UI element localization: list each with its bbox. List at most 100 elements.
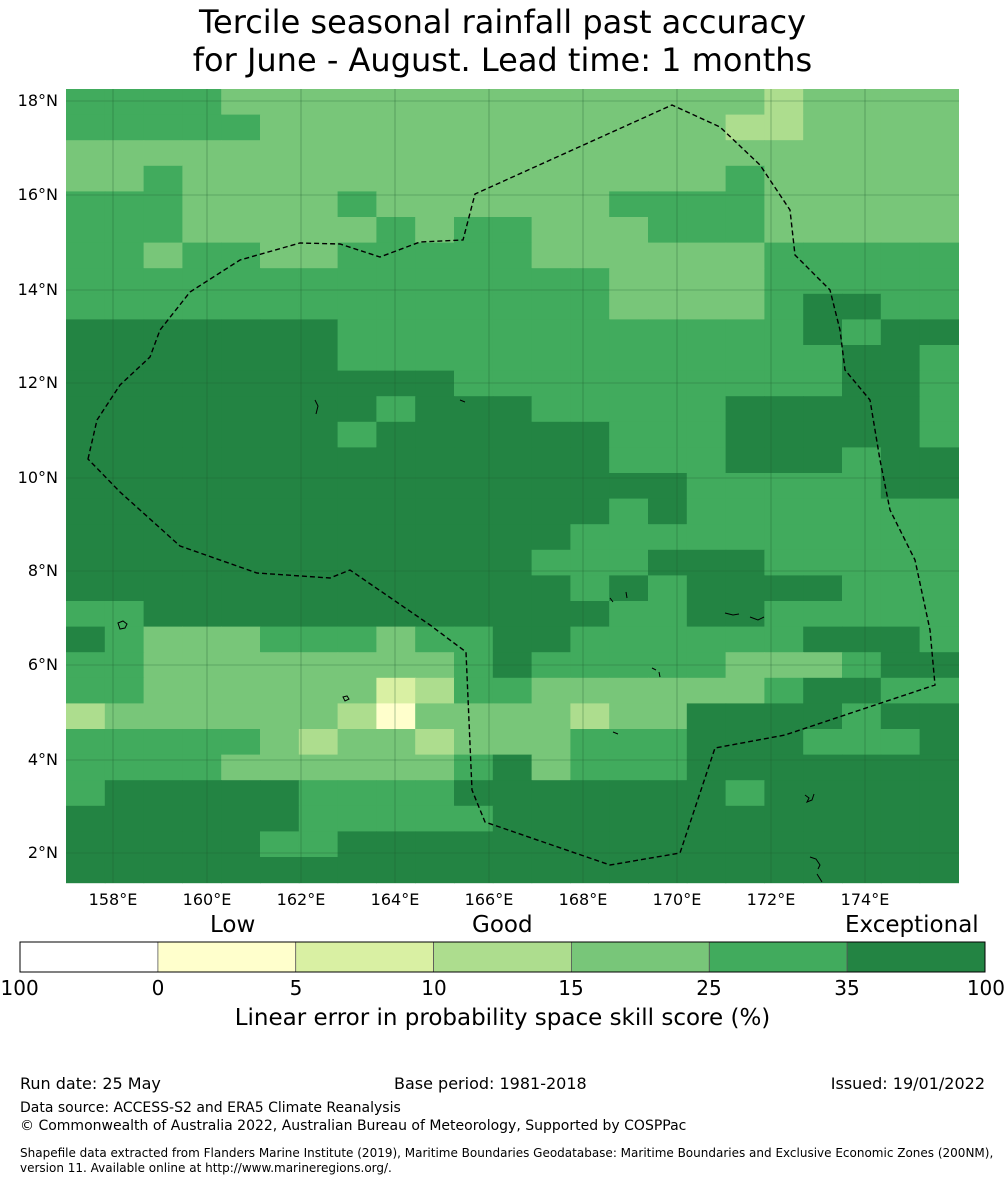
skill-grid-cell	[919, 575, 959, 602]
lat-label: 16°N	[17, 185, 58, 204]
skill-grid-cell	[570, 165, 610, 192]
skill-grid-cell	[919, 165, 959, 192]
skill-grid-cell	[803, 447, 843, 474]
run-date: Run date: 25 May	[20, 1074, 161, 1093]
skill-grid-cell	[725, 780, 765, 807]
skill-grid-cell	[376, 524, 416, 551]
skill-grid-cell	[686, 652, 727, 679]
skill-grid-cell	[104, 831, 145, 858]
skill-grid-cell	[725, 549, 765, 576]
skill-grid-cell	[919, 89, 959, 116]
skill-grid-cell	[415, 805, 455, 832]
skill-grid-cell	[260, 421, 300, 448]
skill-grid-cell	[66, 242, 106, 269]
skill-grid-cell	[376, 831, 416, 858]
skill-grid-cell	[725, 831, 765, 858]
skill-grid-cell	[66, 549, 106, 576]
skill-grid-cell	[415, 421, 455, 448]
skill-grid-cell	[492, 575, 533, 602]
skill-grid-cell	[376, 805, 416, 832]
skill-grid-cell	[492, 242, 533, 269]
skill-grid-cell	[221, 447, 261, 474]
skill-grid-cell	[648, 268, 688, 295]
skill-grid-cell	[143, 89, 183, 116]
skill-grid-cell	[66, 601, 106, 628]
skill-grid-cell	[415, 703, 455, 730]
skill-grid-cell	[298, 677, 339, 704]
skill-grid-cell	[919, 421, 959, 448]
skill-grid-cell	[609, 626, 649, 653]
skill-grid-cell	[415, 114, 455, 141]
skill-grid-cell	[531, 89, 571, 116]
skill-grid-cell	[337, 524, 377, 551]
skill-grid-cell	[182, 217, 222, 244]
skill-grid-cell	[337, 729, 377, 756]
skill-grid-cell	[143, 191, 183, 218]
skill-grid-cell	[803, 703, 843, 730]
skill-grid-cell	[221, 754, 261, 781]
skill-grid-cell	[66, 421, 106, 448]
skill-grid-cell	[764, 165, 804, 192]
skill-grid-cell	[725, 805, 765, 832]
skill-grid-cell	[182, 89, 222, 116]
skill-grid-cell	[143, 447, 183, 474]
skill-grid-cell	[648, 89, 688, 116]
skill-grid-cell	[337, 293, 377, 320]
skill-grid-cell	[570, 831, 610, 858]
lon-label: 164°E	[370, 890, 420, 909]
skill-grid-cell	[221, 89, 261, 116]
island-outline	[342, 695, 350, 702]
skill-grid-cell	[182, 498, 222, 525]
skill-grid-cell	[298, 89, 339, 116]
skill-grid-cell	[454, 754, 494, 781]
skill-grid-cell	[803, 319, 843, 346]
skill-grid-cell	[803, 857, 843, 884]
skill-grid-cell	[376, 447, 416, 474]
skill-grid-cell	[182, 626, 222, 653]
skill-grid-cell	[182, 140, 222, 167]
skill-grid-cell	[531, 191, 571, 218]
skill-grid-cell	[803, 370, 843, 397]
skill-grid-cell	[725, 165, 765, 192]
skill-grid-cell	[104, 345, 145, 372]
shapefile-credit: Shapefile data extracted from Flanders M…	[20, 1146, 994, 1175]
skill-grid-cell	[221, 191, 261, 218]
skill-grid-cell	[880, 421, 921, 448]
colorbar-segment	[19, 941, 159, 973]
skill-grid-cell	[454, 447, 494, 474]
skill-grid-cell	[143, 498, 183, 525]
skill-grid-cell	[609, 575, 649, 602]
skill-grid-cell	[880, 754, 921, 781]
colorbar-tick: -100	[0, 976, 39, 1000]
skill-grid-cell	[686, 345, 727, 372]
skill-grid-cell	[143, 524, 183, 551]
skill-grid-cell	[182, 703, 222, 730]
skill-grid-cell	[260, 140, 300, 167]
skill-grid-cell	[803, 677, 843, 704]
skill-grid-cell	[415, 345, 455, 372]
skill-grid-cell	[66, 217, 106, 244]
skill-grid-cell	[454, 601, 494, 628]
lat-label: 6°N	[27, 655, 58, 674]
skill-grid-cell	[803, 242, 843, 269]
skill-grid-cell	[415, 524, 455, 551]
skill-grid-cell	[764, 293, 804, 320]
skill-grid-cell	[337, 165, 377, 192]
skill-grid-cell	[415, 396, 455, 423]
skill-grid-cell	[221, 626, 261, 653]
skill-grid-cell	[919, 396, 959, 423]
skill-grid-cell	[298, 805, 339, 832]
skill-grid-cell	[764, 498, 804, 525]
skill-grid-cell	[880, 89, 921, 116]
skill-grid-cell	[609, 601, 649, 628]
skill-grid-cell	[609, 549, 649, 576]
skill-grid-cell	[182, 345, 222, 372]
skill-grid-cell	[531, 165, 571, 192]
skill-grid-cell	[182, 831, 222, 858]
skill-grid-cell	[570, 191, 610, 218]
skill-grid-cell	[298, 601, 339, 628]
skill-grid-cell	[143, 473, 183, 500]
skill-grid-cell	[298, 345, 339, 372]
skill-grid-cell	[803, 498, 843, 525]
skill-grid-cell	[492, 473, 533, 500]
